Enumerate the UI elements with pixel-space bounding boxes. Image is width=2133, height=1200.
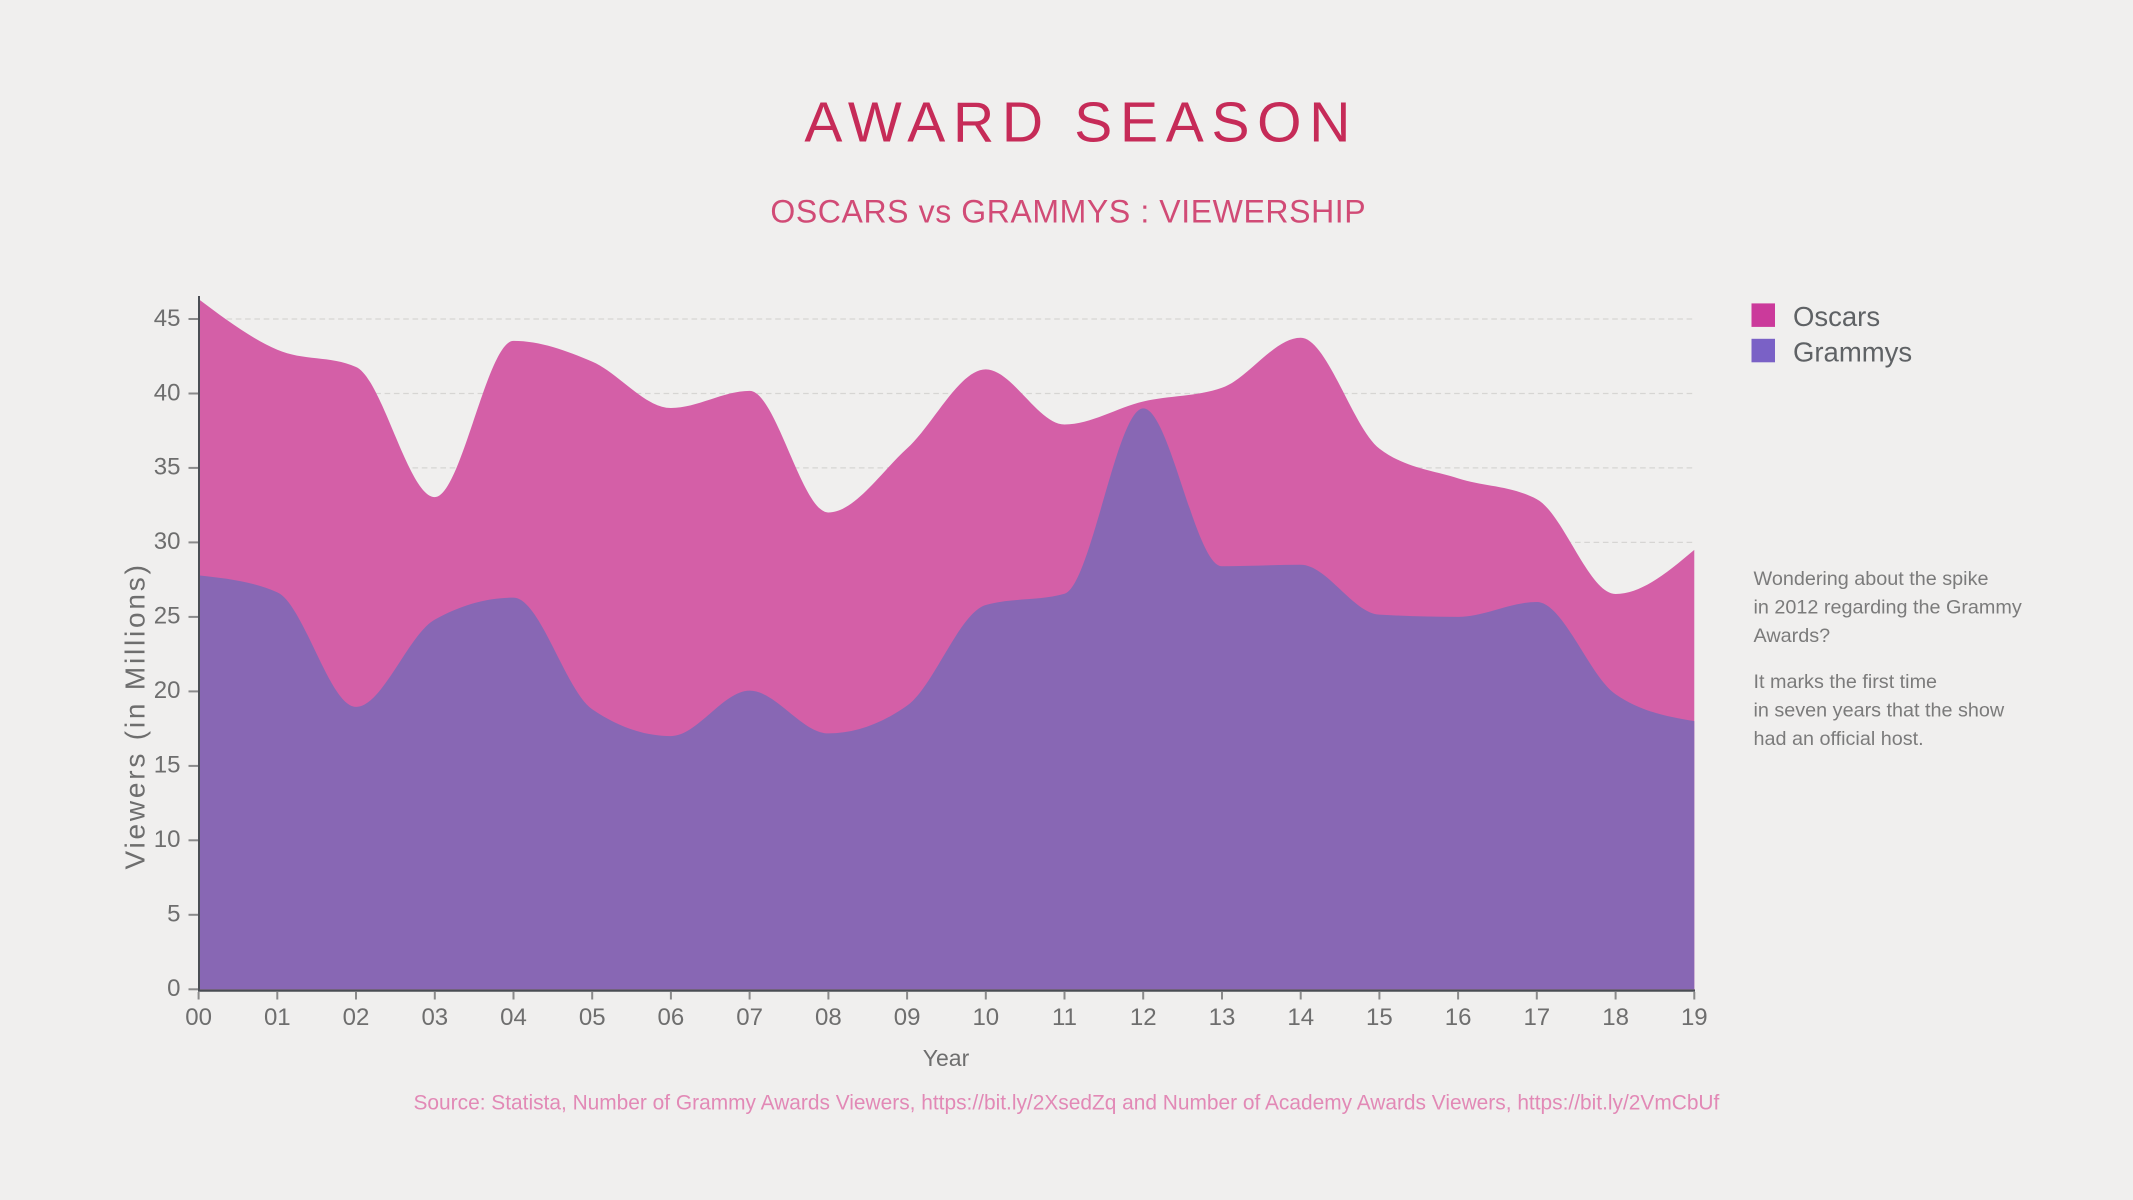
svg-text:45: 45 [154, 305, 181, 332]
svg-text:15: 15 [154, 752, 181, 779]
svg-text:Oscars: Oscars [1793, 301, 1880, 332]
svg-text:35: 35 [154, 454, 181, 481]
svg-text:10: 10 [154, 826, 181, 853]
svg-text:Source: Statista, Number of Gr: Source: Statista, Number of Grammy Award… [414, 1092, 1720, 1115]
svg-text:25: 25 [154, 603, 181, 630]
svg-text:30: 30 [154, 528, 181, 555]
svg-text:02: 02 [343, 1004, 370, 1031]
svg-text:12: 12 [1130, 1004, 1157, 1031]
svg-text:20: 20 [154, 677, 181, 704]
svg-text:OSCARS vs GRAMMYS : VIEWERSHIP: OSCARS vs GRAMMYS : VIEWERSHIP [770, 193, 1366, 229]
svg-text:04: 04 [500, 1004, 527, 1031]
svg-text:19: 19 [1681, 1004, 1708, 1031]
svg-text:in 2012 regarding the Grammy: in 2012 regarding the Grammy [1754, 597, 2022, 619]
svg-text:0: 0 [167, 975, 180, 1002]
svg-text:05: 05 [579, 1004, 606, 1031]
svg-text:07: 07 [736, 1004, 763, 1031]
svg-text:Wondering about the spike: Wondering about the spike [1754, 568, 1989, 590]
svg-text:09: 09 [894, 1004, 921, 1031]
svg-text:had an official host.: had an official host. [1754, 728, 1924, 750]
svg-text:06: 06 [658, 1004, 685, 1031]
svg-text:00: 00 [185, 1004, 212, 1031]
svg-text:10: 10 [972, 1004, 999, 1031]
svg-text:13: 13 [1209, 1004, 1236, 1031]
svg-text:15: 15 [1366, 1004, 1393, 1031]
svg-text:01: 01 [264, 1004, 291, 1031]
svg-text:03: 03 [421, 1004, 448, 1031]
svg-text:AWARD SEASON: AWARD SEASON [804, 91, 1358, 155]
svg-text:5: 5 [167, 901, 180, 928]
svg-text:Viewers (in Millions): Viewers (in Millions) [120, 562, 151, 869]
svg-text:14: 14 [1287, 1004, 1314, 1031]
svg-text:11: 11 [1052, 1004, 1077, 1031]
svg-text:08: 08 [815, 1004, 842, 1031]
svg-text:Year: Year [923, 1045, 970, 1071]
svg-text:in seven years that the show: in seven years that the show [1754, 700, 2005, 722]
svg-text:Grammys: Grammys [1793, 336, 1912, 367]
svg-text:40: 40 [154, 379, 181, 406]
svg-text:It marks the first time: It marks the first time [1754, 671, 1938, 693]
svg-text:18: 18 [1602, 1004, 1629, 1031]
svg-text:16: 16 [1445, 1004, 1472, 1031]
svg-text:17: 17 [1523, 1004, 1550, 1031]
svg-text:Awards?: Awards? [1754, 625, 1831, 647]
